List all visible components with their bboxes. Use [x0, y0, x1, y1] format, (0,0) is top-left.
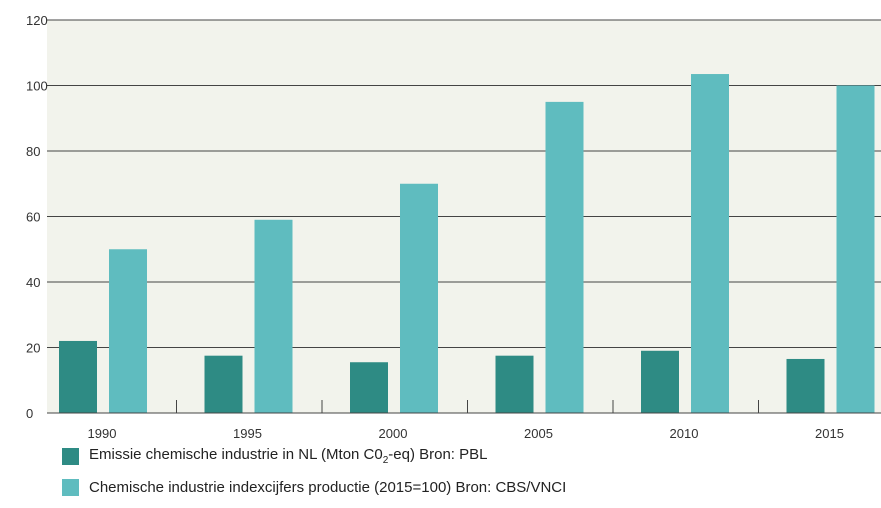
bar-series2-2015 [836, 85, 875, 413]
bars [59, 74, 875, 413]
bar-series2-1990 [109, 249, 147, 413]
legend-swatch-emissie [62, 447, 79, 465]
legend-label-emissie-part1: Emissie chemische industrie in NL (Mton … [89, 446, 383, 463]
y-tick-label-0: 0 [26, 406, 33, 421]
gridlines [47, 19, 881, 348]
y-tick-label-100: 100 [26, 79, 48, 94]
x-tick-label-2000: 2000 [379, 426, 408, 440]
x-tick-label-1995: 1995 [233, 426, 262, 440]
legend-swatch-productie [62, 478, 79, 496]
bar-series2-2010 [691, 74, 729, 413]
y-axis-tick-labels: 0 20 40 60 80 100 120 [26, 13, 48, 421]
bar-series2-1995 [254, 219, 293, 413]
x-axis-tick-labels: 1990 1995 2000 2005 2010 2015 [88, 426, 844, 440]
legend: Emissie chemische industrie in NL (Mton … [62, 446, 566, 508]
bar-series2-2005 [545, 101, 584, 413]
bar-series1-2005 [495, 355, 534, 413]
y-tick-label-60: 60 [26, 210, 40, 225]
x-tick-label-2005: 2005 [524, 426, 553, 440]
bar-series1-2010 [641, 350, 679, 413]
bar-series1-1995 [204, 355, 243, 413]
bar-series1-2015 [786, 358, 825, 413]
x-tick-label-1990: 1990 [88, 426, 117, 440]
y-tick-label-80: 80 [26, 144, 40, 159]
y-tick-label-120: 120 [26, 13, 48, 28]
legend-item-emissie: Emissie chemische industrie in NL (Mton … [62, 446, 566, 466]
bar-series1-2000 [350, 362, 388, 413]
bar-series1-1990 [59, 340, 97, 413]
bar-chart: 0 20 40 60 80 100 120 1990 1995 2000 2005 2010 2015 [26, 13, 881, 440]
bar-series2-2000 [400, 183, 438, 413]
legend-item-productie: Chemische industrie indexcijfers product… [62, 477, 566, 497]
x-tick-label-2015: 2015 [815, 426, 844, 440]
y-tick-label-20: 20 [26, 341, 40, 356]
legend-label-emissie: Emissie chemische industrie in NL (Mton … [89, 446, 488, 466]
legend-label-productie: Chemische industrie indexcijfers product… [89, 478, 567, 496]
x-tick-label-2010: 2010 [670, 426, 699, 440]
y-tick-label-40: 40 [26, 275, 40, 290]
x-axis-ticks [176, 400, 759, 413]
legend-label-emissie-subscript: 2 [382, 455, 389, 466]
legend-label-emissie-part2: -eq) Bron: PBL [388, 446, 488, 463]
